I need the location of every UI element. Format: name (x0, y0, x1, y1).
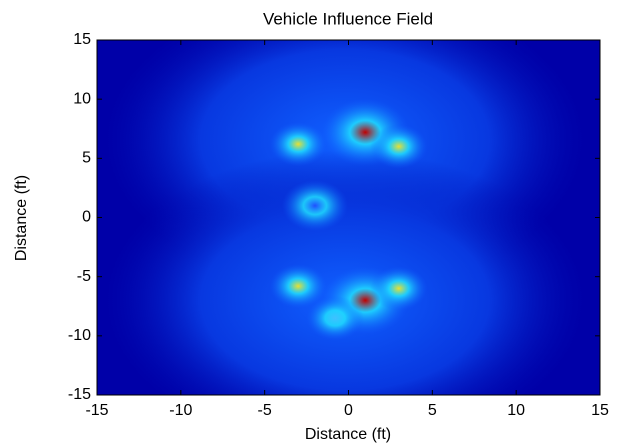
x-tick-label: -5 (258, 402, 272, 419)
x-tick-label: 0 (344, 402, 353, 419)
field-peak (370, 124, 428, 169)
y-axis-label: Distance (ft) (13, 175, 30, 261)
y-tick-label: 5 (82, 150, 91, 167)
y-tick-label: 15 (73, 31, 91, 48)
plot-area (97, 40, 600, 395)
x-tick-label: 5 (428, 402, 437, 419)
field-peak (269, 122, 327, 167)
y-tick-label: -5 (77, 268, 91, 285)
y-tick-label: -15 (68, 386, 91, 403)
field-peak (370, 266, 428, 311)
x-tick-label: 10 (507, 402, 525, 419)
field-peak (281, 180, 348, 232)
y-tick-label: 10 (73, 90, 91, 107)
y-tick-label: 0 (82, 209, 91, 226)
x-tick-label: -15 (85, 402, 108, 419)
y-tick-label: -10 (68, 327, 91, 344)
x-tick-label: 15 (591, 402, 609, 419)
chart-title: Vehicle Influence Field (263, 9, 433, 28)
field-peak (306, 295, 364, 341)
x-tick-label: -10 (169, 402, 192, 419)
x-axis-label: Distance (ft) (305, 426, 391, 443)
field-peak (269, 264, 327, 309)
